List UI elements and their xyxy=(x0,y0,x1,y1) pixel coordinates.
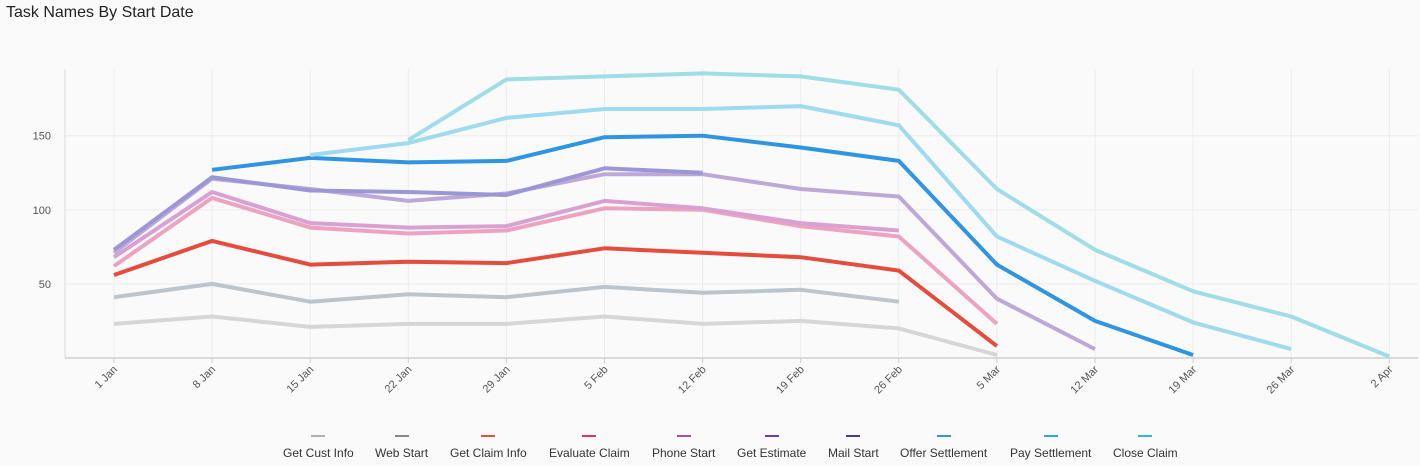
x-tick-label: 26 Mar xyxy=(1265,363,1298,396)
x-tick-label: 26 Feb xyxy=(872,364,905,397)
y-tick-labels: 50 100 150 xyxy=(33,131,51,291)
x-tick-label: 8 Jan xyxy=(191,364,219,392)
series-line-get-claim-info xyxy=(113,238,999,348)
axes xyxy=(64,69,1418,363)
series-line-get-cust-info xyxy=(113,314,998,357)
chart-title: Task Names By Start Date xyxy=(6,4,194,21)
legend-label: Phone Start xyxy=(652,446,716,460)
x-tick-label: 15 Jan xyxy=(284,364,316,396)
x-tick-label: 5 Feb xyxy=(582,364,610,392)
legend-label: Pay Settlement xyxy=(1010,446,1092,460)
legend-label: Get Claim Info xyxy=(450,446,527,460)
legend-swatch xyxy=(676,435,691,437)
line-chart: 1 Jan 8 Jan 15 Jan 22 Jan 29 Jan 5 Feb 12 Feb 1… xyxy=(33,69,1418,396)
x-tick-label: 19 Feb xyxy=(774,364,807,397)
legend-swatch xyxy=(582,435,597,437)
legend-label: Get Cust Info xyxy=(283,446,354,460)
series-line-evaluate-claim xyxy=(112,195,999,326)
series-line-offer-settlement xyxy=(211,133,1194,357)
x-tick-label: 19 Mar xyxy=(1167,363,1200,396)
series-line-phone-start xyxy=(112,190,899,259)
series-line-web-start xyxy=(113,281,900,304)
series-line-mail-start xyxy=(112,166,703,252)
legend-swatch xyxy=(1138,435,1153,437)
x-tick-label: 12 Mar xyxy=(1068,363,1101,396)
x-tick-label: 12 Feb xyxy=(676,364,709,397)
legend-swatch xyxy=(936,435,951,437)
x-tick-label: 5 Mar xyxy=(975,363,1004,392)
legend-swatch xyxy=(481,435,496,437)
legend-label: Get Estimate xyxy=(737,446,807,460)
series-lines xyxy=(112,71,1391,359)
legend-label: Offer Settlement xyxy=(900,446,988,460)
series-line-close-claim xyxy=(407,71,1391,359)
legend-label: Close Claim xyxy=(1113,446,1178,460)
x-tick-labels: 1 Jan 8 Jan 15 Jan 22 Jan 29 Jan 5 Feb 12 Feb 1… xyxy=(93,363,1396,396)
y-tick-label: 150 xyxy=(33,131,51,143)
legend-label: Web Start xyxy=(375,446,429,460)
y-tick-label: 100 xyxy=(33,205,51,217)
legend: Get Cust Info Web Start Get Claim Info Eval… xyxy=(0,432,1420,462)
y-tick-label: 50 xyxy=(39,279,51,291)
x-tick-label: 1 Jan xyxy=(93,364,121,392)
x-tick-label: 2 Apr xyxy=(1369,363,1396,390)
legend-label: Evaluate Claim xyxy=(549,446,630,460)
x-tick-label: 29 Jan xyxy=(481,364,513,396)
legend-swatch xyxy=(1043,435,1058,437)
legend-swatch xyxy=(764,435,779,437)
series-line-pay-settlement xyxy=(309,104,1292,352)
legend-swatch xyxy=(846,435,861,437)
legend-label: Mail Start xyxy=(828,446,879,460)
x-tick-label: 22 Jan xyxy=(383,364,415,396)
legend-swatch xyxy=(394,435,409,437)
legend-swatch xyxy=(311,435,326,437)
grid xyxy=(65,69,1418,358)
